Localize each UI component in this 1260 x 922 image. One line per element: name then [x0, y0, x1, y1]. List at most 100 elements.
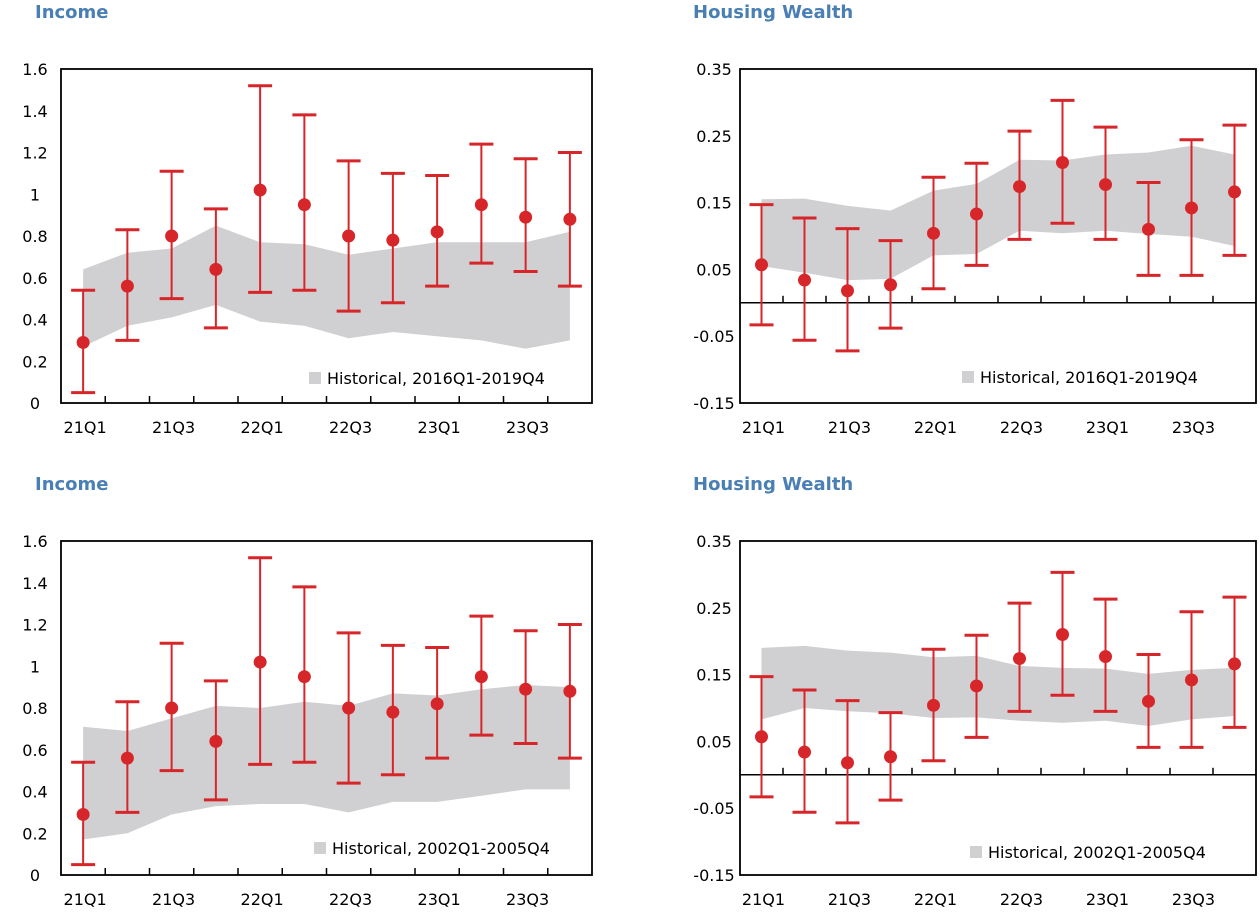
x-tick-label: 22Q1 [914, 890, 957, 909]
data-point [253, 655, 267, 669]
data-point [430, 225, 444, 239]
legend-swatch [314, 842, 326, 854]
legend-swatch [970, 846, 982, 858]
data-point [342, 701, 356, 715]
y-tick-label: 0.6 [22, 741, 47, 760]
legend: Historical, 2002Q1-2005Q4 [314, 839, 550, 858]
y-tick-label: -0.05 [693, 799, 734, 818]
chart-1: -0.15 -0.05 0.05 0.15 0.25 0.35 21Q1 21Q3 22Q1 22… [693, 60, 1257, 437]
data-point [1013, 652, 1026, 666]
plot-frame [739, 68, 1257, 404]
y-tick-label: 0.2 [22, 824, 47, 843]
y-tick-label: 0.35 [696, 60, 732, 79]
x-tick-label: 23Q3 [1172, 418, 1215, 437]
y-tick-label: 0.4 [22, 311, 47, 330]
data-point [841, 284, 854, 298]
x-tick-label: 22Q3 [329, 418, 372, 437]
plot-frame [60, 540, 593, 876]
legend-swatch [309, 372, 321, 384]
data-point [386, 705, 400, 719]
data-point [798, 273, 811, 287]
legend-label: Historical, 2016Q1-2019Q4 [327, 369, 545, 388]
y-tick-label: 0.8 [22, 227, 47, 246]
data-point [76, 807, 90, 821]
data-point [1185, 201, 1198, 215]
chart-0: 0 0.2 0.4 0.6 0.8 1 1.2 1.4 1.6 21Q1 21Q3 22Q1 22Q3 2… [22, 60, 593, 437]
x-tick-label: 22Q1 [914, 418, 957, 437]
y-tick-label: -0.15 [693, 866, 734, 885]
legend-label: Historical, 2016Q1-2019Q4 [980, 368, 1198, 387]
historical-band [761, 145, 1235, 281]
data-point [1228, 185, 1241, 199]
x-tick-label: 23Q1 [1086, 890, 1129, 909]
y-tick-label: 0.8 [22, 699, 47, 718]
x-tick-label: 22Q3 [329, 890, 372, 909]
y-tick-label: 1.2 [22, 144, 47, 163]
y-tick-label: 1.2 [22, 616, 47, 635]
data-point [386, 233, 400, 247]
data-point [1013, 180, 1026, 194]
x-tick-label: 21Q1 [64, 418, 107, 437]
x-tick-label: 23Q3 [506, 890, 549, 909]
y-tick-label: 0.15 [696, 666, 732, 685]
y-tick-label: 0.25 [696, 599, 732, 618]
data-point [297, 198, 311, 212]
data-point [430, 697, 444, 711]
y-tick-label: 0 [30, 394, 40, 413]
historical-band [83, 225, 570, 349]
data-point [165, 701, 179, 715]
y-tick-label: 0.05 [696, 260, 732, 279]
data-point [1056, 628, 1069, 642]
data-point [342, 229, 356, 243]
data-point [1142, 694, 1155, 708]
x-tick-label: 21Q1 [742, 418, 785, 437]
historical-band [83, 685, 570, 840]
data-point [209, 262, 223, 276]
legend: Historical, 2002Q1-2005Q4 [970, 843, 1206, 862]
legend-label: Historical, 2002Q1-2005Q4 [988, 843, 1206, 862]
data-point [884, 750, 897, 764]
x-tick-label: 21Q1 [742, 890, 785, 909]
y-tick-label: 0.05 [696, 732, 732, 751]
historical-band [761, 645, 1235, 726]
y-tick-label: 0.6 [22, 269, 47, 288]
data-point [253, 183, 267, 197]
x-tick-label: 23Q3 [1172, 890, 1215, 909]
x-tick-label: 23Q1 [418, 890, 461, 909]
y-tick-label: 1.6 [22, 532, 47, 551]
y-tick-label: 1 [30, 185, 40, 204]
data-point [970, 679, 983, 693]
data-point [474, 670, 488, 684]
data-point [841, 756, 854, 770]
x-tick-label: 22Q3 [1000, 890, 1043, 909]
y-tick-label: 1.4 [22, 102, 47, 121]
data-point [1099, 178, 1112, 192]
data-point [970, 207, 983, 221]
plot-frame [60, 68, 593, 404]
data-point [563, 684, 577, 698]
y-tick-label: 0.2 [22, 352, 47, 371]
x-tick-label: 23Q3 [506, 418, 549, 437]
data-point [563, 212, 577, 226]
y-tick-label: 0.4 [22, 783, 47, 802]
panel-title-housing-top: Housing Wealth [693, 2, 854, 23]
data-point [1228, 657, 1241, 671]
data-point [519, 682, 533, 696]
x-tick-label: 21Q3 [152, 418, 195, 437]
legend-swatch [962, 371, 974, 383]
data-point [76, 335, 90, 349]
data-point [755, 258, 768, 272]
y-tick-label: 1.6 [22, 60, 47, 79]
data-point [297, 670, 311, 684]
data-point [120, 279, 134, 293]
x-tick-label: 23Q1 [418, 418, 461, 437]
chart-2: 0 0.2 0.4 0.6 0.8 1 1.2 1.4 1.6 21Q1 21Q3 22Q1 22Q3 2… [22, 532, 593, 909]
y-tick-label: 0 [30, 866, 40, 885]
data-point [755, 730, 768, 744]
x-tick-label: 22Q3 [1000, 418, 1043, 437]
data-point [209, 734, 223, 748]
y-tick-label: 0.15 [696, 194, 732, 213]
x-tick-label: 23Q1 [1086, 418, 1129, 437]
legend: Historical, 2016Q1-2019Q4 [962, 368, 1198, 387]
